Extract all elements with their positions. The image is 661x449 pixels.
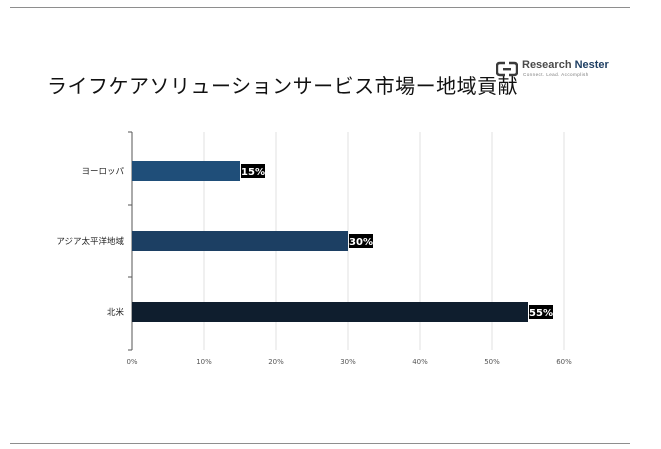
- logo-mark-icon: [496, 61, 518, 77]
- data-label-box: [349, 234, 373, 248]
- x-tick-label: 60%: [556, 358, 572, 366]
- bar: [132, 231, 348, 251]
- logo-name-part2: Nester: [574, 59, 609, 71]
- x-tick-label: 10%: [196, 358, 212, 366]
- bar: [132, 302, 528, 322]
- x-tick-label: 0%: [126, 358, 137, 366]
- research-nester-logo: Research Nester Connect. Lead. Accomplis…: [496, 58, 609, 82]
- bar: [132, 161, 240, 181]
- logo-name-part1: Research: [522, 59, 575, 71]
- category-label: アジア太平洋地域: [56, 236, 124, 247]
- data-label-box: [529, 305, 553, 319]
- category-label: ヨーロッパ: [81, 167, 124, 177]
- logo-tagline: Connect. Lead. Accomplish: [523, 72, 589, 77]
- logo-name: Research Nester: [522, 59, 609, 71]
- x-tick-label: 30%: [340, 358, 356, 366]
- top-rule: [10, 7, 630, 8]
- x-tick-label: 40%: [412, 358, 428, 366]
- chart-title: ライフケアソリューションサービス市場ー地域貢献: [47, 74, 519, 98]
- data-label: 15%: [241, 167, 265, 178]
- x-tick-label: 50%: [484, 358, 500, 366]
- data-label: 30%: [349, 237, 373, 248]
- data-label: 55%: [529, 308, 553, 319]
- x-tick-label: 20%: [268, 358, 284, 366]
- bottom-rule: [10, 443, 630, 444]
- category-label: 北米: [107, 307, 125, 318]
- data-label-box: [241, 164, 265, 178]
